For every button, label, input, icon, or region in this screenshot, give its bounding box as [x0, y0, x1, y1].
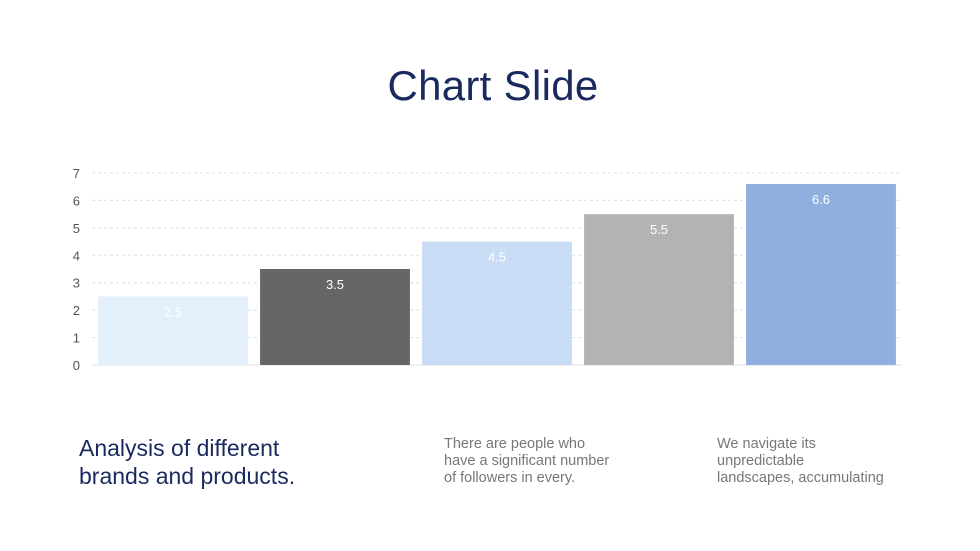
- y-tick-label: 2: [73, 303, 80, 318]
- analysis-heading-line: brands and products.: [79, 463, 296, 489]
- bar-value-label: 4.5: [488, 250, 506, 265]
- analysis-heading: Analysis of different brands and product…: [79, 434, 379, 490]
- bar-value-label: 2.5: [164, 304, 182, 319]
- bar-value-label: 5.5: [650, 222, 668, 237]
- bar: [746, 183, 896, 365]
- text-line: landscapes, accumulating: [717, 470, 884, 486]
- y-tick-label: 3: [73, 276, 80, 291]
- bar: [584, 214, 734, 365]
- text-line: have a significant number: [444, 453, 610, 469]
- text-line: We navigate its: [717, 436, 816, 452]
- text-line: unpredictable: [717, 453, 805, 469]
- bar: [260, 269, 410, 365]
- y-tick-label: 5: [73, 221, 80, 236]
- text-column-navigate: We navigate its unpredictable landscapes…: [717, 436, 957, 487]
- analysis-heading-line: Analysis of different: [79, 435, 280, 461]
- bar: [98, 296, 248, 365]
- y-tick-label: 0: [73, 358, 80, 373]
- chart-bars: [98, 183, 896, 365]
- chart-data-labels: 2.5 3.5 4.5 5.5 6.6: [164, 192, 830, 319]
- bar: [422, 241, 572, 365]
- y-tick-label: 1: [73, 331, 80, 346]
- y-tick-label: 7: [73, 166, 80, 181]
- y-tick-label: 6: [73, 193, 80, 208]
- slide-title: Chart Slide: [387, 62, 599, 109]
- bar-value-label: 6.6: [812, 192, 830, 207]
- bar-value-label: 3.5: [326, 277, 344, 292]
- text-line: There are people who: [444, 436, 586, 452]
- y-tick-label: 4: [73, 248, 80, 263]
- y-axis-ticks: 0 1 2 3 4 5 6 7: [73, 166, 80, 373]
- bar-chart: 0 1 2 3 4 5 6 7 2.5 3.5 4.5 5.5 6.6: [73, 166, 902, 373]
- text-column-followers: There are people who have a significant …: [444, 436, 684, 487]
- text-line: of followers in every.: [444, 470, 576, 486]
